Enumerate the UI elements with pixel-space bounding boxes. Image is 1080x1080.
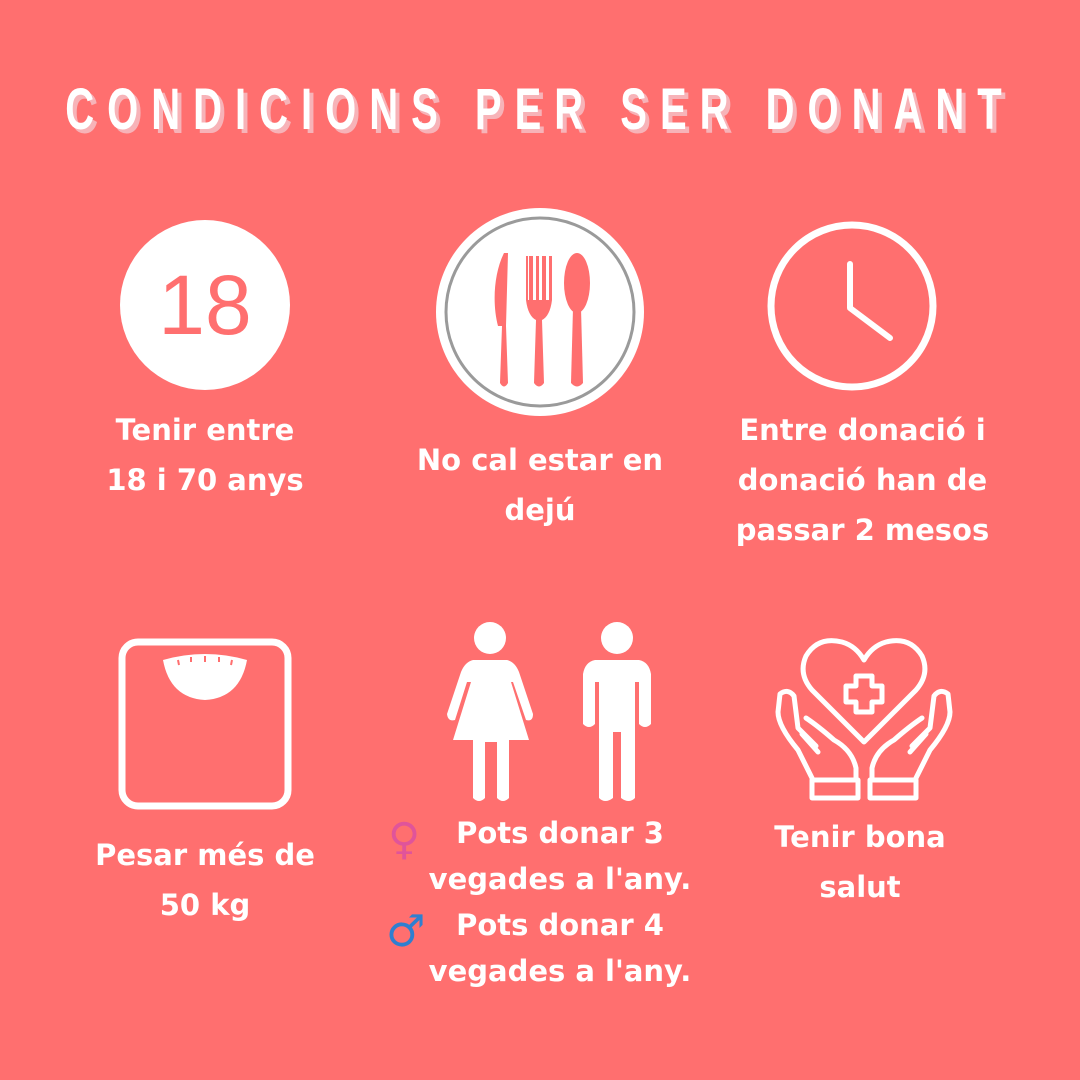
page-title: CONDICIONS PER SER DONANT	[65, 78, 1015, 142]
age-badge-text: 18	[158, 258, 252, 352]
item-age-text: Tenir entre 18 i 70 anys	[106, 413, 304, 497]
cutlery-plate-icon	[436, 208, 644, 416]
item-interval-text: Entre donació i donació han de passar 2 …	[735, 413, 990, 547]
age-18-icon	[120, 220, 290, 390]
item-health-text: Tenir bona salut	[774, 820, 946, 904]
item-weight-text: Pesar més de 50 kg	[95, 838, 315, 922]
hands-heart-icon	[775, 638, 953, 801]
weighing-scale-icon	[118, 638, 292, 810]
female-symbol-icon: ♀	[388, 814, 421, 865]
clock-icon	[767, 221, 937, 391]
woman-man-icon	[447, 622, 651, 801]
item-frequency-text: Pots donar 3 vegades a l'any. Pots donar…	[428, 816, 692, 988]
item-fasting-text: No cal estar en dejú	[416, 443, 664, 527]
male-symbol-icon: ♂	[386, 906, 426, 957]
